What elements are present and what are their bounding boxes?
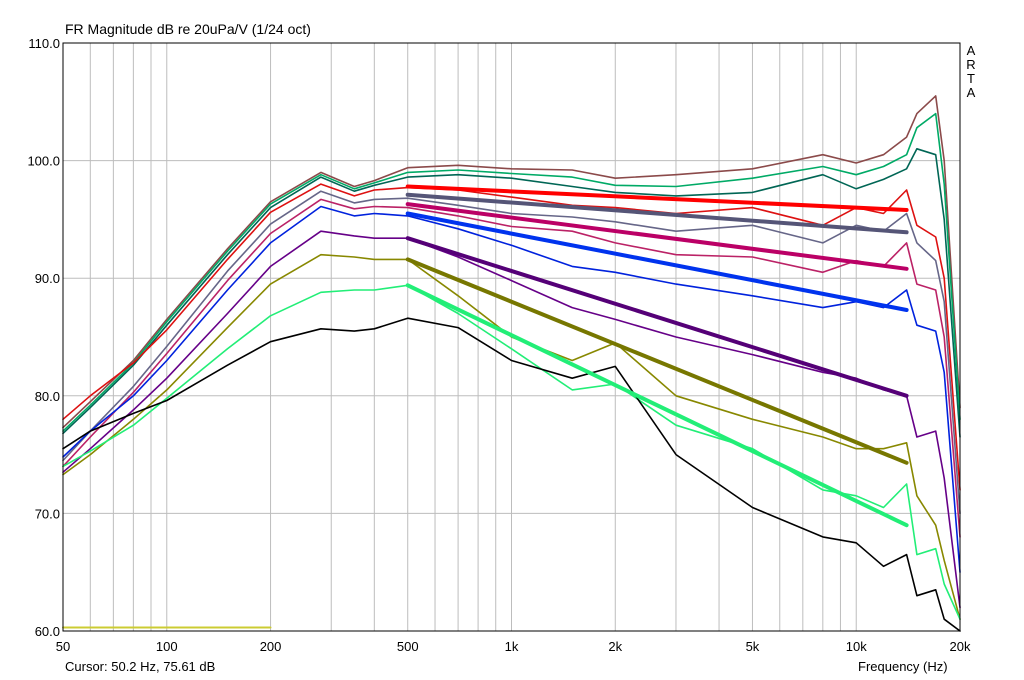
- x-tick-label: 50: [56, 639, 70, 654]
- series-line-0: [62, 95, 961, 429]
- brand-letter: R: [966, 57, 976, 72]
- brand-letter: T: [967, 71, 975, 86]
- y-tick-label: 90.0: [35, 271, 60, 286]
- brand-letter: A: [966, 85, 976, 100]
- y-tick-label: 100.0: [27, 154, 60, 169]
- cursor-readout: Cursor: 50.2 Hz, 75.61 dB: [65, 659, 216, 674]
- series-line-3: [62, 183, 961, 491]
- y-tick-label: 80.0: [35, 389, 60, 404]
- chart-title: FR Magnitude dB re 20uPa/V (1/24 oct): [65, 21, 311, 37]
- fit-line-12: [405, 192, 909, 235]
- x-tick-label: 20k: [950, 639, 971, 654]
- series-line-2: [62, 148, 961, 438]
- curves-layer: [62, 95, 961, 632]
- arta-brand-label: A R T A: [965, 44, 977, 100]
- series-line-4: [62, 190, 961, 515]
- fit-line-13: [405, 202, 909, 271]
- series-line-5: [62, 198, 961, 538]
- fit-line-11: [405, 184, 909, 212]
- brand-letter: A: [966, 43, 976, 58]
- series-line-6: [62, 205, 961, 574]
- series-line-7: [62, 230, 961, 609]
- x-tick-label: 200: [260, 639, 282, 654]
- y-tick-label: 110.0: [28, 36, 60, 51]
- fit-line-17: [405, 283, 909, 528]
- x-tick-label: 500: [397, 639, 419, 654]
- x-tick-labels: 50 100 200 500 1k 2k 5k 10k 20k: [56, 639, 971, 654]
- fit-line-16: [405, 257, 909, 465]
- series-line-1: [62, 112, 961, 432]
- fit-line-14: [405, 211, 909, 312]
- x-tick-label: 100: [156, 639, 178, 654]
- plot-frame: [62, 42, 961, 632]
- y-tick-label: 70.0: [35, 506, 60, 521]
- fit-line-15: [405, 236, 909, 398]
- y-tick-label: 60.0: [35, 624, 60, 639]
- x-tick-label: 10k: [846, 639, 867, 654]
- x-axis-label: Frequency (Hz): [858, 659, 948, 674]
- y-tick-labels: 60.0 70.0 80.0 90.0 100.0 110.0: [27, 36, 60, 639]
- x-tick-label: 2k: [608, 639, 622, 654]
- x-tick-label: 1k: [505, 639, 519, 654]
- x-tick-label: 5k: [746, 639, 760, 654]
- series-line-10: [62, 317, 961, 632]
